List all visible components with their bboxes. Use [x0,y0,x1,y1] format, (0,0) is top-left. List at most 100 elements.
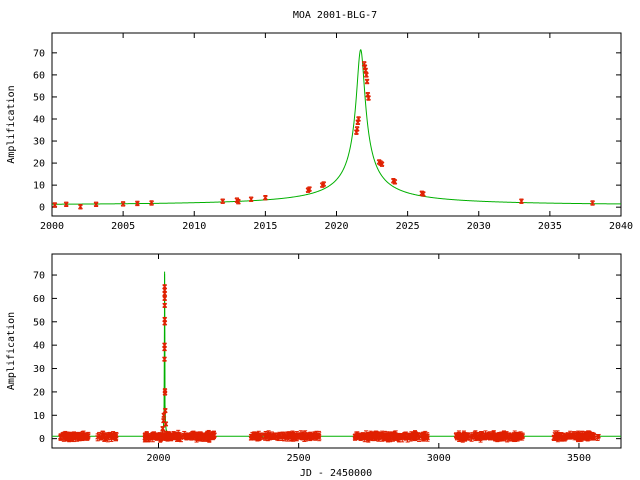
data-point [63,201,69,207]
data-point [84,433,89,439]
y-tick-label: 60 [33,70,45,81]
y-tick-label: 50 [33,92,45,103]
y-tick-label: 20 [33,159,45,170]
plot-frame [51,32,622,217]
data-point [286,432,292,438]
data-point [460,434,465,440]
data-point [356,116,361,122]
data-point [161,434,167,440]
x-tick-label: 2010 [182,221,206,232]
data-point [511,435,517,441]
y-tick-label: 40 [33,341,45,352]
data-point [366,95,371,101]
data-point [120,201,126,207]
data-point [161,412,167,418]
data-point [420,191,426,197]
data-point [162,408,168,414]
data-point [177,433,182,438]
data-point [363,68,369,73]
data-points [52,61,595,210]
data-point [384,433,390,439]
data-point [149,200,154,206]
data-point [359,434,364,439]
y-tick-label: 0 [39,434,45,445]
y-tick-label: 20 [33,387,45,398]
data-point [78,204,83,210]
data-point [162,356,167,362]
data-point [551,435,557,441]
data-point [571,431,577,437]
full-light-curve-panel: Amplification JD - 2450000 2000 2500 3000 3… [6,253,622,479]
data-point [500,433,506,439]
data-point [363,72,369,78]
x-tick-label: 2005 [111,221,135,232]
data-point [93,201,99,207]
data-point [74,434,80,440]
data-point [235,199,241,205]
data-point [162,320,168,326]
x-tick-label: 2035 [538,221,562,232]
data-point [96,432,102,438]
axis-ticks: 2000 2005 2010 2015 2020 2025 2030 2035 20400102… [33,33,633,232]
plot-frame [51,253,622,449]
model-curve [52,271,621,437]
data-point [478,432,484,437]
data-point [475,433,481,439]
y-tick-label: 70 [33,271,45,282]
data-point [504,432,509,438]
data-point [262,195,268,201]
x-tick-label: 2030 [467,221,491,232]
x-axis-label: JD - 2450000 [300,468,372,479]
data-point [313,434,319,440]
data-point [364,79,370,84]
data-point [379,161,385,167]
data-points [58,284,601,443]
x-tick-label: 2015 [253,221,277,232]
data-point [197,434,203,440]
x-tick-label: 2020 [324,221,348,232]
data-point [189,432,195,438]
data-point [154,434,160,440]
data-point [211,432,217,438]
data-point [262,434,268,440]
axis-ticks: 2000 2500 3000 3500 0 10 20 30 40 50 60 70 [33,254,621,464]
data-point [308,434,314,439]
model-curve [52,49,621,205]
data-point [160,426,166,432]
y-tick-label: 40 [33,114,45,125]
data-point [255,434,260,440]
y-tick-label: 60 [33,294,45,305]
x-tick-label: 2025 [396,221,420,232]
data-point [77,433,83,439]
data-point [169,432,175,438]
data-point [561,435,567,440]
data-point [162,342,167,348]
data-point [585,432,590,438]
data-point [162,302,168,308]
data-point [142,435,148,441]
data-point [302,434,308,440]
data-point [248,433,254,439]
model-line [52,49,621,205]
y-tick-label: 30 [33,364,45,375]
data-point [162,390,168,396]
data-point [162,291,168,297]
y-tick-label: 70 [33,48,45,59]
data-point [274,435,280,441]
x-tick-label: 2040 [609,221,633,232]
data-point [590,200,595,206]
y-axis-label: Amplification [6,85,17,163]
x-tick-label: 3500 [567,453,591,464]
figure-title: MOA 2001-BLG-7 [293,10,377,21]
data-point [379,432,385,437]
y-tick-label: 30 [33,137,45,148]
data-point [410,432,416,438]
data-point [268,433,274,439]
data-point [67,434,73,440]
data-point [354,126,360,132]
data-point [163,421,169,427]
data-point [392,433,398,439]
data-point [372,434,378,440]
data-point [492,435,498,440]
